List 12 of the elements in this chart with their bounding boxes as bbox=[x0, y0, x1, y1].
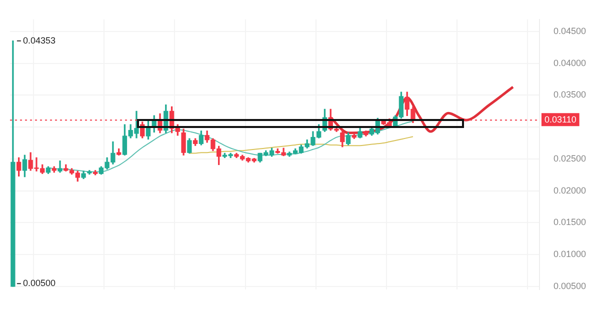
line-series bbox=[48, 120, 414, 172]
y-tick-label: 0.03500 bbox=[553, 90, 586, 100]
y-tick-label: 0.01500 bbox=[553, 217, 586, 228]
annotation: 0.00500 bbox=[22, 278, 56, 288]
y-tick-label: 0.04500 bbox=[553, 26, 586, 36]
y-tick-label: 0.01000 bbox=[553, 249, 586, 260]
y-tick-label: 0.02000 bbox=[553, 185, 586, 196]
y-tick-label: 0.02500 bbox=[553, 153, 586, 164]
y-tick-label: 0.00500 bbox=[553, 280, 586, 291]
y-tick-label: 0.04000 bbox=[553, 58, 586, 68]
ref-line-label: 0.03110 bbox=[544, 114, 576, 125]
annotation: 0.04353 bbox=[22, 35, 56, 46]
